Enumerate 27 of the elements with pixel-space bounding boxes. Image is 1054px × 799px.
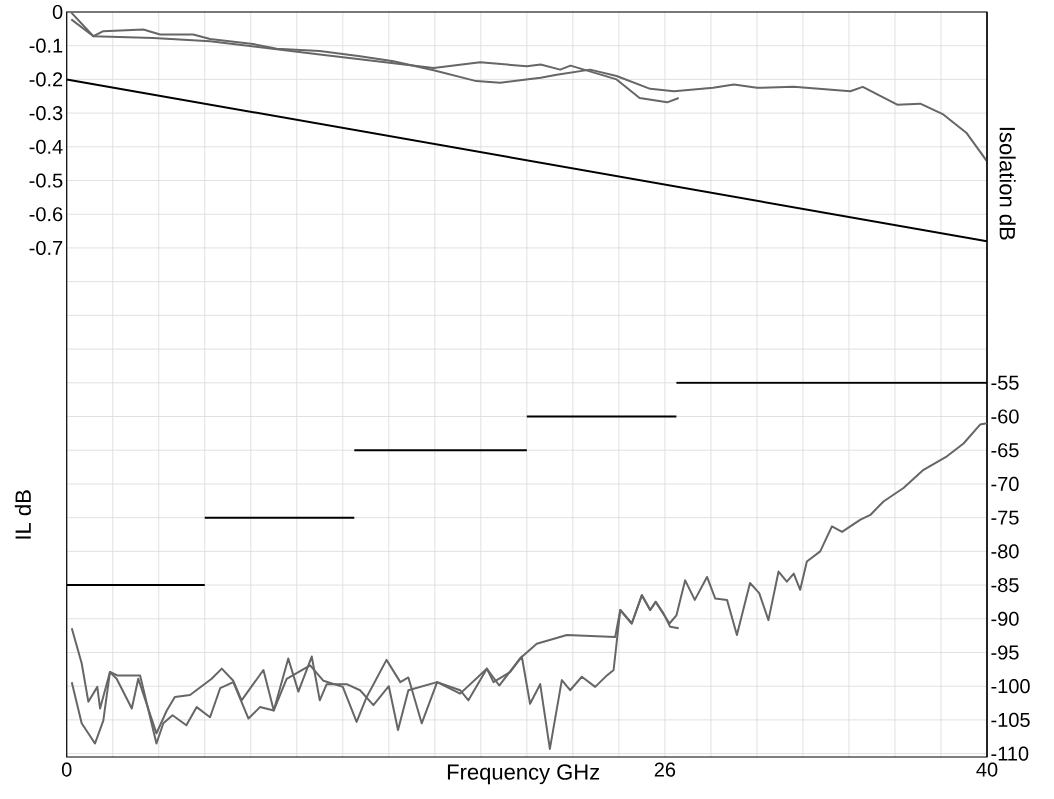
- y2-tick-label: -80: [991, 544, 1019, 559]
- y2-tick-label: -100: [991, 679, 1030, 694]
- y2-tick-label: -90: [991, 611, 1019, 626]
- y-tick-label: -0.2: [29, 72, 63, 87]
- line-series: [70, 422, 987, 750]
- x-axis-title: Frequency GHz: [447, 764, 600, 785]
- y-tick-label: -0.7: [29, 240, 63, 256]
- y2-tick-label: -60: [991, 409, 1019, 424]
- y2-tick-label: -85: [991, 577, 1019, 593]
- y-tick-label: -0.3: [29, 106, 63, 121]
- x-tick-label: 40: [976, 762, 998, 777]
- y2-tick-label: -105: [991, 712, 1030, 727]
- line-series: [70, 11, 987, 163]
- y-tick-label: -0.1: [29, 38, 63, 53]
- y-tick-label: 0: [52, 4, 63, 20]
- y2-tick-label: -70: [991, 476, 1019, 491]
- y-tick-label: -0.4: [29, 139, 63, 154]
- y2-tick-label: -75: [991, 510, 1019, 525]
- y2-tick-label: -65: [991, 443, 1019, 458]
- x-tick-label: 26: [654, 762, 676, 777]
- y-tick-label: -0.5: [29, 173, 63, 188]
- y2-tick-label: -55: [991, 375, 1019, 390]
- y2-axis-title: Isolation dB: [999, 127, 1016, 240]
- y2-tick-label: -95: [991, 645, 1019, 660]
- y-tick-label: -0.6: [29, 207, 63, 222]
- y-axis-title: IL dB: [14, 490, 31, 539]
- y2-tick-label: -110: [991, 746, 1029, 761]
